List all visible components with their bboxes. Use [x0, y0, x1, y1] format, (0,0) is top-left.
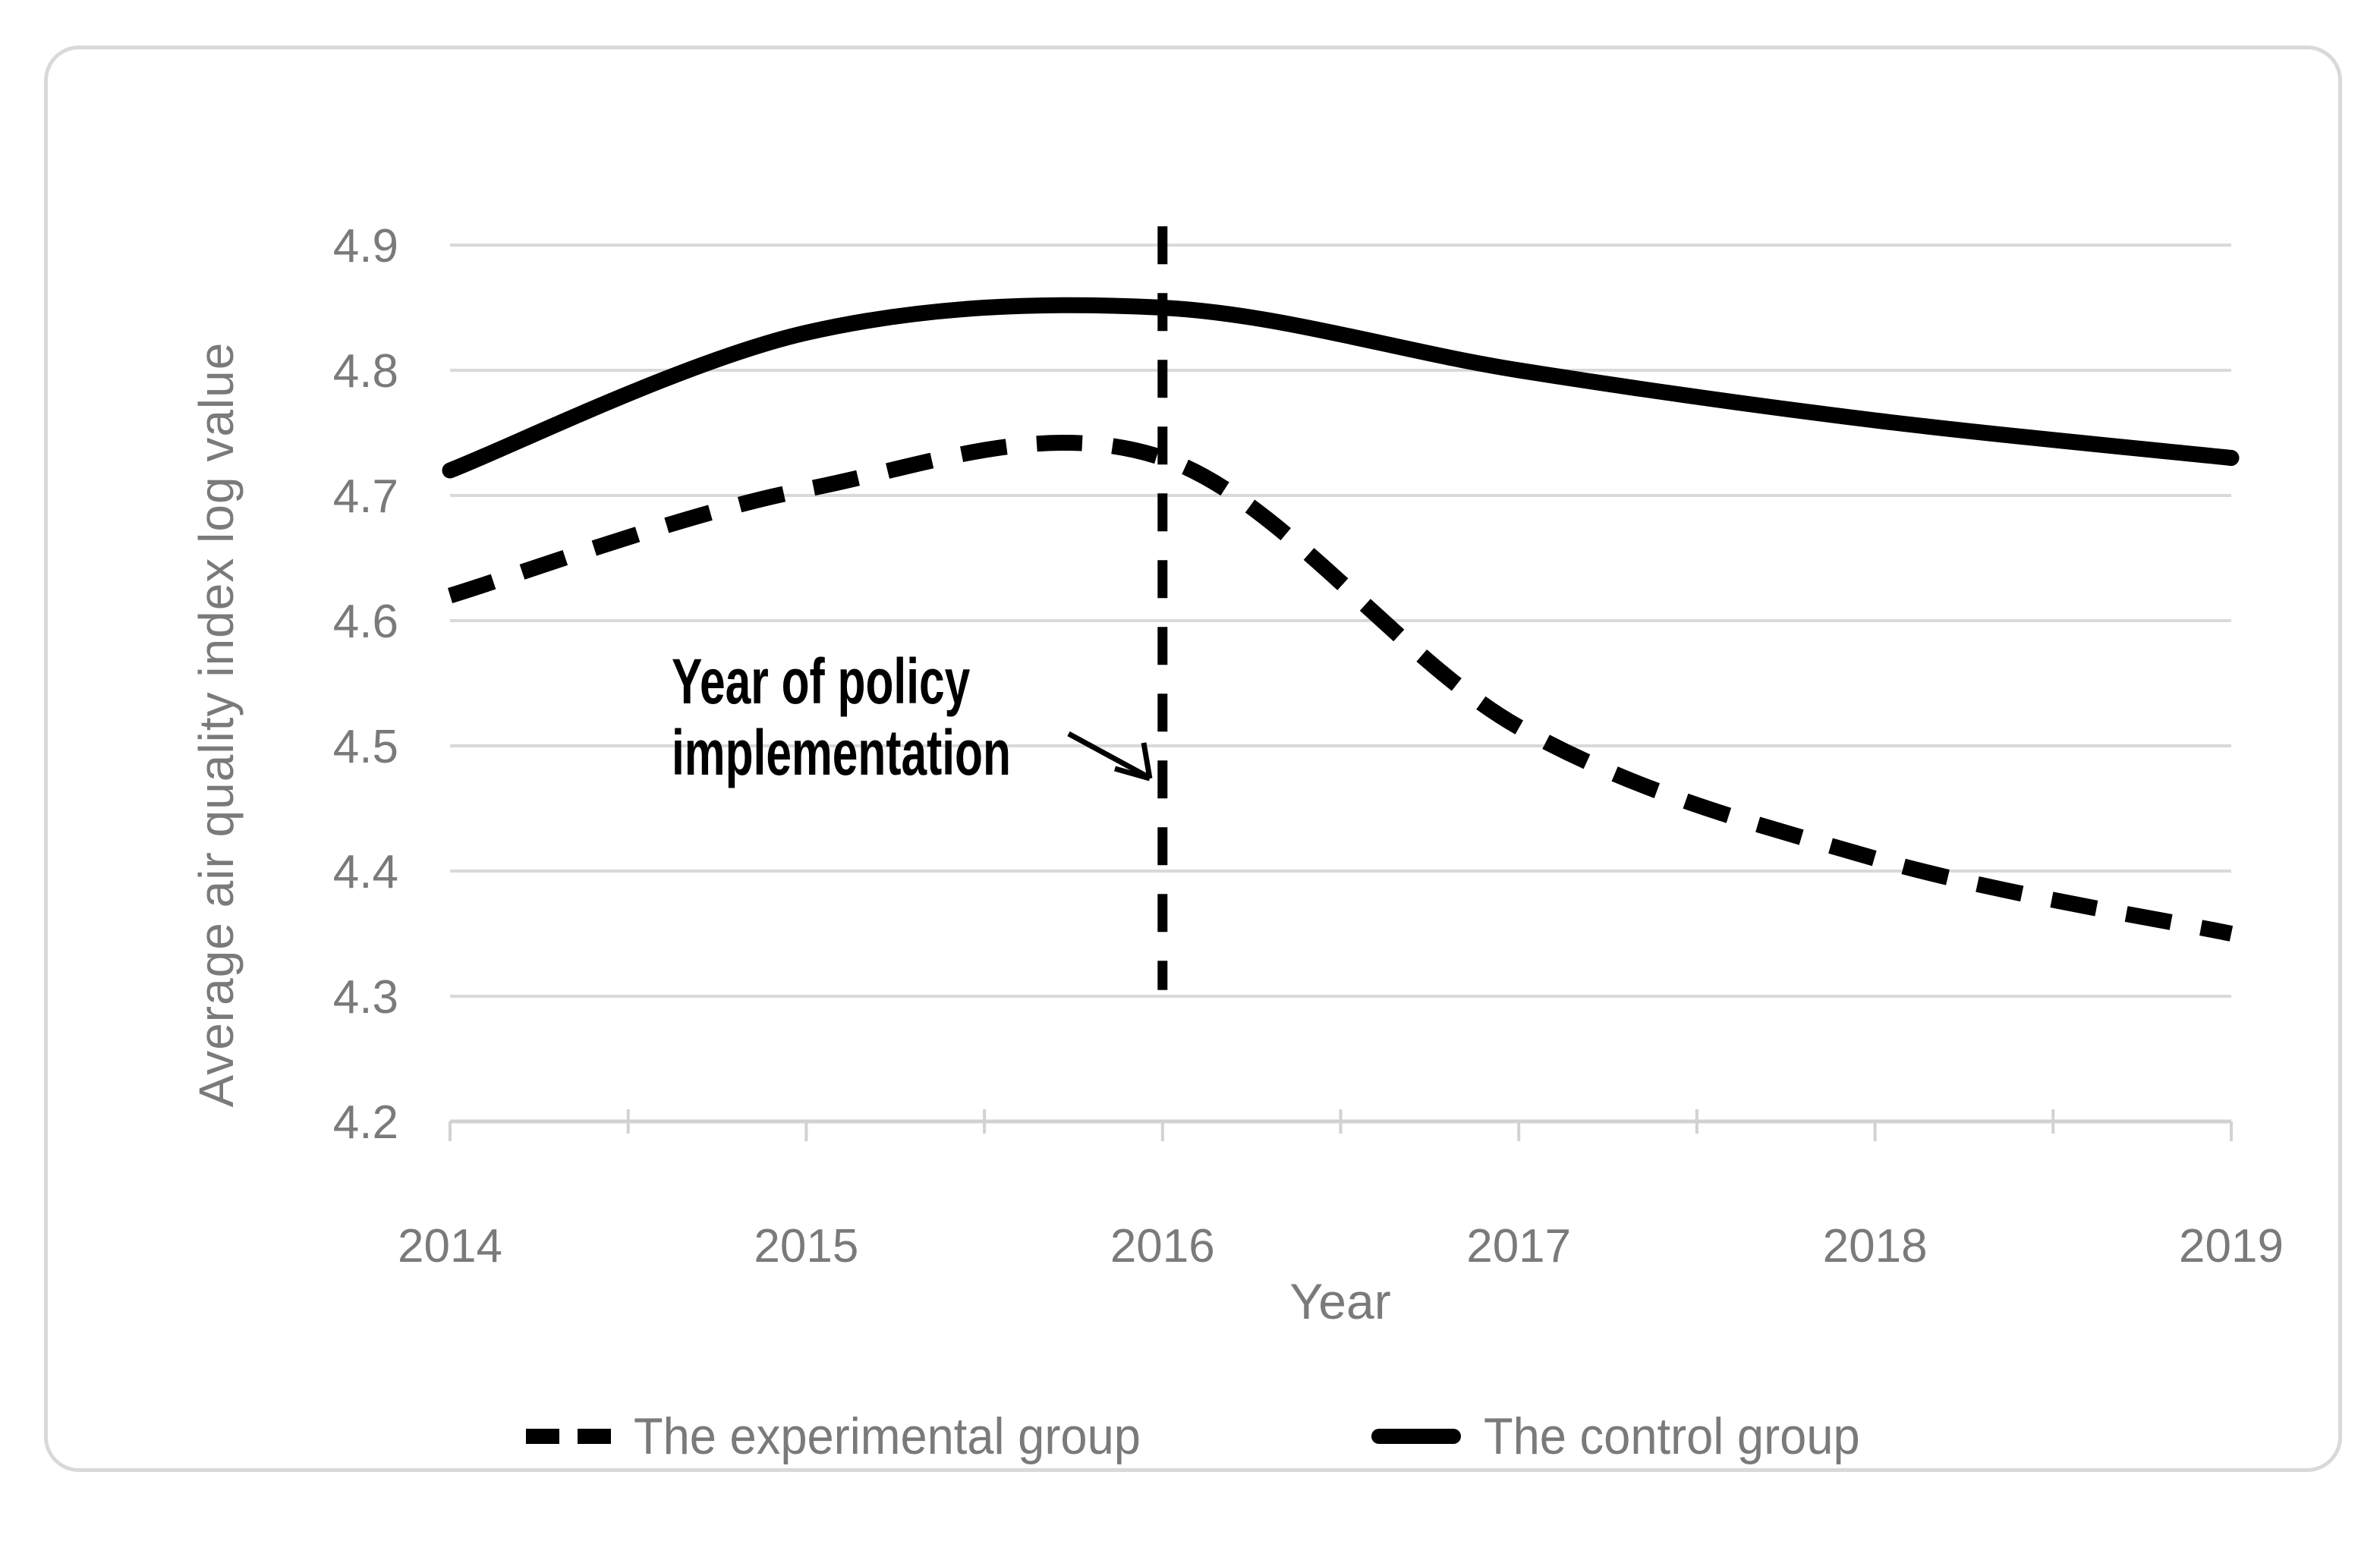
y-tick-label-4.7: 4.7: [333, 470, 398, 523]
y-tick-label-4.8: 4.8: [333, 345, 398, 398]
y-tick-label-4.5: 4.5: [333, 721, 398, 773]
annotation-arrow-barb: [1141, 742, 1153, 779]
legend-item-control: The control group: [1370, 1407, 1888, 1465]
y-tick-label-4.4: 4.4: [333, 846, 398, 898]
y-tick-label-4.2: 4.2: [333, 1096, 398, 1149]
annotation-arrow-shaft: [1067, 731, 1150, 780]
policy-annotation: Year of policy implementation: [672, 646, 1011, 788]
x-tick-label-2018: 2018: [1823, 1220, 1928, 1272]
x-tick-label-2017: 2017: [1466, 1220, 1571, 1272]
x-tick-label-2019: 2019: [2179, 1220, 2284, 1272]
chart-card: 4.2 4.3 4.4 4.5 4.6 4.7 4.8 4.9 2014 2015 2016 2017…: [44, 46, 2342, 1472]
policy-annotation-line2: implementation: [672, 717, 1011, 788]
y-axis-title: Average air quality index log value: [189, 341, 244, 1108]
annotation-arrow-barb: [1114, 766, 1151, 782]
line-chart: 4.2 4.3 4.4 4.5 4.6 4.7 4.8 4.9 2014 2015 2016 2017…: [333, 220, 2284, 1272]
dashed-line-sample: [526, 1429, 611, 1444]
series-line-experimental: [447, 435, 2234, 942]
y-tick-label-4.9: 4.9: [333, 220, 398, 272]
policy-annotation-line1: Year of policy: [672, 646, 971, 717]
x-tick-label-2015: 2015: [754, 1220, 858, 1272]
series-line-control: [442, 297, 2240, 479]
x-tick-label-2016: 2016: [1110, 1220, 1215, 1272]
legend-label-control: The control group: [1484, 1407, 1860, 1465]
y-tick-label-4.3: 4.3: [333, 971, 398, 1024]
legend-item-experimental: The experimental group: [524, 1407, 1179, 1465]
y-tick-label-4.6: 4.6: [333, 596, 398, 648]
x-tick-label-2014: 2014: [398, 1220, 502, 1272]
legend-label-experimental: The experimental group: [634, 1407, 1141, 1465]
x-axis-title: Year: [1289, 1273, 1391, 1329]
solid-line-sample: [1371, 1429, 1461, 1444]
